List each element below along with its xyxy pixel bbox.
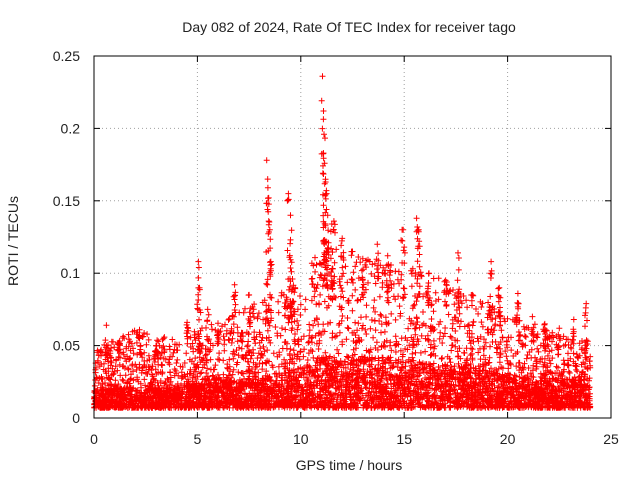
y-tick-label: 0.1	[61, 265, 81, 281]
x-tick-label: 25	[603, 431, 619, 447]
tick-labels: 0 5 10 15 20 25 0 0.05 0.1 0.15 0.2 0.25	[53, 48, 619, 447]
y-tick-label: 0	[72, 410, 80, 426]
axes	[93, 55, 612, 419]
x-tick-label: 15	[396, 431, 412, 447]
grid	[94, 56, 611, 418]
y-tick-label: 0.2	[61, 120, 81, 136]
x-tick-label: 0	[90, 431, 98, 447]
x-tick-label: 20	[500, 431, 516, 447]
roti-points	[91, 73, 594, 411]
y-tick-label: 0.15	[53, 193, 80, 209]
plot-frame	[93, 55, 612, 419]
chart-title: Day 082 of 2024, Rate Of TEC Index for r…	[182, 19, 516, 35]
x-axis-label: GPS time / hours	[296, 457, 403, 473]
data-points	[91, 73, 594, 411]
x-tick-label: 10	[293, 431, 309, 447]
y-tick-label: 0.05	[53, 338, 80, 354]
x-tick-label: 5	[194, 431, 202, 447]
y-tick-label: 0.25	[53, 48, 80, 64]
y-axis-label: ROTI / TECUs	[5, 196, 21, 286]
